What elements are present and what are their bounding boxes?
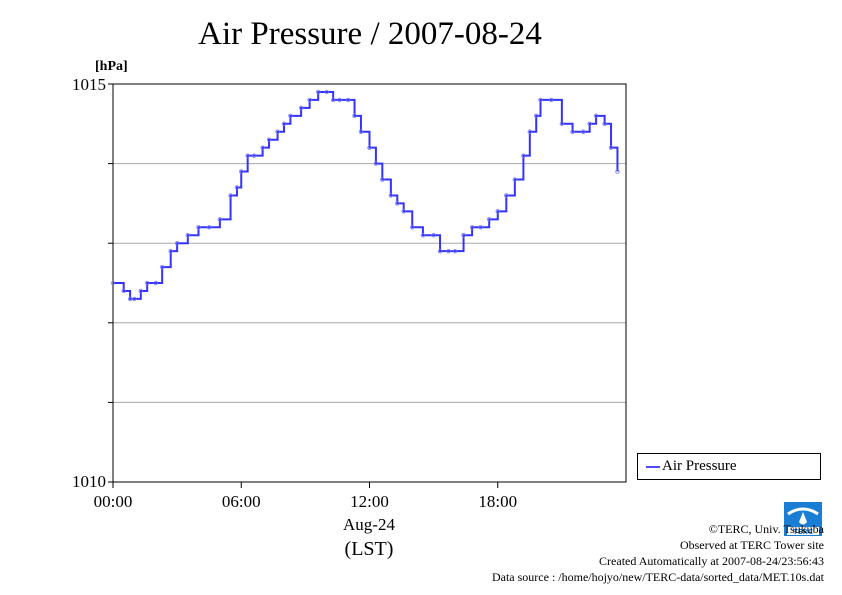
footer-source: Data source : /home/hojyo/new/TERC-data/… xyxy=(491,570,824,584)
data-point xyxy=(307,97,312,103)
legend-swatch xyxy=(646,466,660,468)
data-point xyxy=(239,169,244,174)
data-point xyxy=(324,89,329,95)
data-point xyxy=(168,248,173,254)
data-point xyxy=(487,217,492,222)
terc-logo-icon: TERC xyxy=(784,502,822,536)
data-point xyxy=(245,153,250,158)
data-point xyxy=(581,129,586,134)
data-point xyxy=(461,233,466,238)
x-axis-label: Aug-24 xyxy=(343,515,395,534)
x-tick-label: 18:00 xyxy=(478,492,517,511)
data-point xyxy=(316,89,321,95)
data-point xyxy=(401,209,406,214)
data-point xyxy=(420,233,426,238)
data-point xyxy=(388,193,394,198)
data-point xyxy=(437,248,443,254)
y-tick-label-bottom: 1010 xyxy=(72,472,106,491)
data-point xyxy=(127,296,133,302)
x-tick-label: 12:00 xyxy=(350,492,389,511)
data-point xyxy=(367,145,372,150)
legend: Air Pressure xyxy=(637,453,821,480)
data-point xyxy=(495,209,500,214)
data-point xyxy=(281,121,287,126)
data-point xyxy=(504,193,509,198)
data-point xyxy=(185,233,191,238)
data-point xyxy=(234,185,240,190)
x-axis-label-2: (LST) xyxy=(345,538,394,560)
data-point xyxy=(144,280,150,286)
data-point xyxy=(512,177,518,182)
data-point xyxy=(337,97,342,103)
x-tick-layer: 00:00 06:00 12:00 18:00 xyxy=(94,482,517,511)
data-point xyxy=(260,145,265,150)
data-point xyxy=(538,97,543,103)
data-point xyxy=(446,248,451,254)
data-point xyxy=(298,105,304,111)
data-point xyxy=(228,193,233,198)
data-point xyxy=(206,225,212,230)
data-point xyxy=(196,225,201,230)
y-axis-label: [hPa] xyxy=(95,59,128,74)
grid-layer xyxy=(108,83,626,483)
data-point xyxy=(110,280,116,286)
footer-created: Created Automatically at 2007-08-24/23:5… xyxy=(599,554,824,568)
svg-text:TERC: TERC xyxy=(793,528,813,536)
data-point xyxy=(159,264,165,270)
data-point xyxy=(527,129,533,134)
data-point xyxy=(352,113,357,119)
data-point xyxy=(138,288,143,294)
data-point xyxy=(431,233,436,238)
data-point xyxy=(478,225,483,230)
data-point xyxy=(395,201,400,206)
data-point xyxy=(469,225,475,230)
data-point xyxy=(570,129,575,134)
data-point xyxy=(174,240,180,246)
data-point xyxy=(593,113,599,119)
data-point xyxy=(251,153,257,158)
data-point xyxy=(410,225,415,230)
footer-copyright: ©TERC, Univ. Tsukuba xyxy=(708,522,824,536)
data-point xyxy=(288,113,293,119)
data-point xyxy=(373,161,379,166)
data-point xyxy=(587,121,592,126)
data-point xyxy=(132,296,137,302)
series-layer xyxy=(110,89,620,302)
data-point xyxy=(380,177,385,182)
data-point xyxy=(266,137,272,142)
data-point xyxy=(548,97,554,103)
data-point xyxy=(608,145,614,150)
data-point xyxy=(121,288,126,294)
data-point xyxy=(534,113,539,119)
data-point xyxy=(452,248,458,254)
data-point xyxy=(217,217,223,222)
data-point xyxy=(521,153,526,158)
data-point xyxy=(559,121,565,126)
data-point xyxy=(602,121,607,126)
data-point xyxy=(153,280,158,286)
x-tick-label: 00:00 xyxy=(94,492,133,511)
y-tick-label-top: 1015 xyxy=(72,75,106,94)
data-point xyxy=(615,169,620,174)
chart-title: Air Pressure / 2007-08-24 xyxy=(198,16,542,52)
data-point xyxy=(330,97,336,103)
data-point xyxy=(345,97,351,103)
footer-observed: Observed at TERC Tower site xyxy=(679,538,824,552)
series-line xyxy=(113,90,619,300)
legend-label: Air Pressure xyxy=(662,458,737,474)
x-tick-label: 06:00 xyxy=(222,492,261,511)
data-point xyxy=(275,129,280,134)
data-point xyxy=(358,129,364,134)
